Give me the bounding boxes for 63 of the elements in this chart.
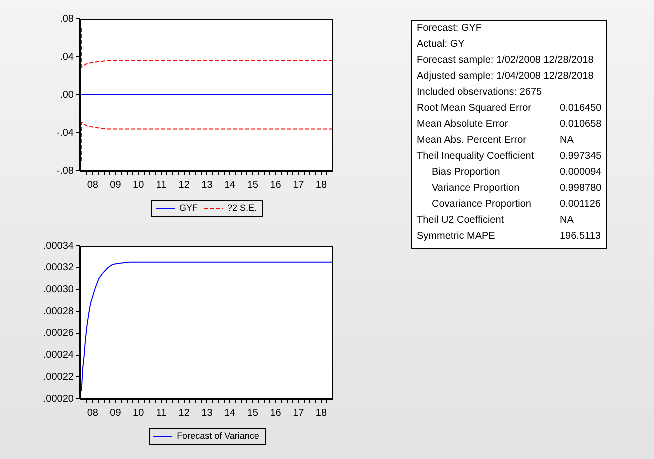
y-tick-label: .00034 bbox=[43, 240, 74, 252]
line-series bbox=[81, 28, 333, 68]
x-tick-label: 11 bbox=[156, 180, 168, 191]
x-tick-label: 09 bbox=[110, 408, 122, 419]
x-tick-label: 14 bbox=[224, 180, 236, 191]
x-tick-label: 08 bbox=[87, 408, 99, 419]
text: 0.016450 bbox=[560, 103, 602, 114]
category-label: Theil U2 Coefficient bbox=[417, 215, 504, 227]
legend-label: ?2 S.E. bbox=[227, 202, 258, 213]
x-tick-label: 08 bbox=[87, 180, 99, 191]
x-tick-label: 16 bbox=[270, 408, 282, 419]
category-label: Variance Proportion bbox=[432, 183, 520, 195]
x-tick-label: 13 bbox=[202, 180, 214, 191]
y-tick-label: -.08 bbox=[56, 166, 74, 177]
category-label: Covariance Proportion bbox=[432, 199, 532, 211]
x-tick-label: 12 bbox=[178, 180, 190, 191]
text: 0.001126 bbox=[560, 199, 601, 210]
x-tick-label: 10 bbox=[133, 408, 145, 419]
line-series bbox=[81, 122, 333, 162]
x-tick-label: 13 bbox=[202, 408, 214, 419]
category-label: Symmetric MAPE bbox=[417, 231, 496, 243]
category-label: Mean Absolute Error bbox=[417, 119, 508, 131]
category-label: Forecast sample: 1/02/2008 12/28/2018 bbox=[417, 55, 594, 67]
text: NA bbox=[560, 215, 574, 226]
category-label: Root Mean Squared Error bbox=[417, 103, 532, 115]
y-tick-label: .08 bbox=[60, 14, 74, 25]
text: NA bbox=[560, 135, 574, 146]
x-tick-label: 18 bbox=[316, 408, 328, 419]
text: 0.997345 bbox=[560, 151, 602, 162]
y-tick-label: .00 bbox=[60, 90, 74, 101]
y-tick-label: -.04 bbox=[56, 128, 74, 139]
y-tick-label: .00028 bbox=[43, 306, 74, 318]
x-tick-label: 14 bbox=[224, 408, 236, 419]
x-tick-label: 15 bbox=[247, 408, 259, 419]
y-tick-label: .00026 bbox=[43, 328, 74, 340]
category-label: Adjusted sample: 1/04/2008 12/28/2018 bbox=[417, 71, 594, 83]
x-tick-label: 18 bbox=[316, 180, 328, 191]
x-tick-label: 17 bbox=[293, 408, 305, 419]
x-tick-label: 17 bbox=[293, 180, 305, 191]
x-tick-label: 09 bbox=[110, 180, 122, 191]
legend-label: Forecast of Variance bbox=[177, 430, 260, 441]
x-tick-label: 10 bbox=[133, 180, 145, 191]
category-label: Mean Abs. Percent Error bbox=[417, 135, 526, 147]
x-tick-label: 12 bbox=[178, 408, 190, 419]
category-label: Theil Inequality Coefficient bbox=[417, 151, 534, 163]
text: 196.5113 bbox=[560, 231, 601, 242]
legend-label: GYF bbox=[179, 202, 198, 213]
category-label: Forecast: GYF bbox=[417, 23, 482, 35]
x-tick-label: 15 bbox=[247, 180, 259, 191]
text: 0.998780 bbox=[560, 183, 602, 194]
y-tick-label: .00024 bbox=[43, 350, 74, 362]
y-tick-label: .00020 bbox=[43, 394, 74, 405]
category-label: Bias Proportion bbox=[432, 167, 500, 179]
y-tick-label: .04 bbox=[60, 52, 74, 63]
category-label: Included observations: 2675 bbox=[417, 87, 542, 99]
category-label: Actual: GY bbox=[417, 39, 465, 51]
text: 0.010658 bbox=[560, 119, 602, 130]
y-tick-label: .00030 bbox=[43, 284, 74, 296]
x-tick-label: 11 bbox=[156, 408, 168, 419]
y-tick-label: .00032 bbox=[43, 262, 74, 274]
y-tick-label: .00022 bbox=[43, 372, 74, 383]
x-tick-label: 16 bbox=[270, 180, 282, 191]
text: 0.000094 bbox=[560, 167, 602, 178]
